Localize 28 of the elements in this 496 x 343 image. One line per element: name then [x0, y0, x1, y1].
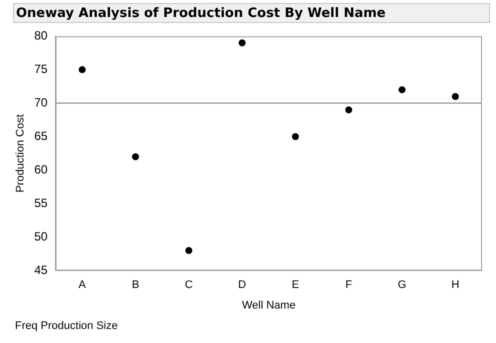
point — [452, 92, 459, 100]
point — [292, 133, 299, 140]
x-tick-label: B — [132, 279, 140, 292]
y-tick-label: 75 — [34, 62, 48, 76]
x-tick-label: H — [451, 279, 460, 292]
point — [238, 39, 246, 46]
point — [132, 153, 140, 160]
y-tick-label: 80 — [34, 28, 48, 43]
x-tick-label: C — [184, 279, 193, 292]
y-tick-label: 65 — [34, 128, 48, 143]
x-tick-label: E — [292, 279, 300, 292]
x-tick-label: A — [78, 279, 87, 292]
y-tick-label: 70 — [34, 95, 48, 110]
point — [398, 86, 406, 94]
x-tick-label: D — [238, 279, 246, 292]
chart-title: Oneway Analysis of Production Cost By Well Name — [13, 3, 490, 23]
text: Freq Production Size — [15, 320, 118, 332]
y-tick-label: 50 — [34, 229, 48, 244]
x-tick-label: G — [398, 279, 406, 292]
point — [185, 247, 192, 254]
point — [345, 106, 352, 114]
point — [78, 66, 86, 74]
x-axis-title: Well Name — [242, 299, 296, 312]
y-tick-label: 45 — [34, 262, 48, 277]
y-tick-label: 55 — [34, 196, 48, 210]
y-axis-title: Production Cost — [14, 114, 27, 193]
x-tick-label: F — [345, 279, 352, 292]
y-tick-label: 60 — [34, 162, 48, 176]
